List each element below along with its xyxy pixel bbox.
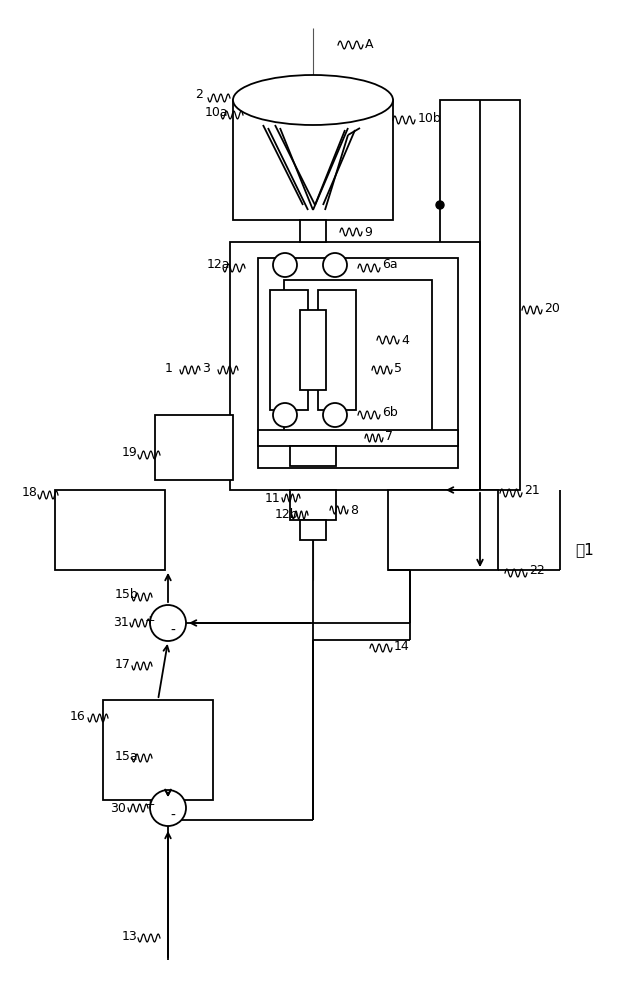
Text: 2: 2 (195, 89, 203, 102)
Bar (318, 290, 356, 410)
Bar (388, 490, 498, 570)
Text: 12b: 12b (275, 508, 299, 522)
Bar (233, 100, 393, 220)
Circle shape (323, 403, 347, 427)
Circle shape (436, 201, 444, 209)
Text: 15b: 15b (115, 588, 139, 601)
Bar (290, 490, 336, 520)
Bar (300, 220, 326, 242)
Text: 4: 4 (401, 334, 409, 347)
Text: 12a: 12a (207, 258, 230, 271)
Text: 図1: 図1 (576, 542, 594, 558)
Text: -: - (170, 809, 175, 823)
Text: 13: 13 (122, 930, 138, 942)
Text: 16: 16 (70, 710, 86, 722)
Text: 3: 3 (202, 361, 210, 374)
Bar (300, 310, 326, 390)
Text: 15a: 15a (115, 750, 138, 762)
Text: 30: 30 (110, 802, 126, 814)
Bar (440, 100, 520, 490)
Text: 18: 18 (22, 487, 38, 499)
Text: 1: 1 (165, 361, 173, 374)
Circle shape (150, 790, 186, 826)
Text: 21: 21 (524, 485, 540, 497)
Text: 8: 8 (350, 504, 358, 516)
Ellipse shape (233, 75, 393, 125)
Text: +: + (145, 613, 155, 626)
Text: +: + (145, 798, 155, 812)
Bar (155, 415, 233, 480)
Text: 7: 7 (385, 430, 393, 442)
Text: 20: 20 (544, 302, 560, 314)
Text: 19: 19 (122, 446, 138, 460)
Text: 11: 11 (265, 491, 280, 504)
Text: 6b: 6b (382, 406, 398, 420)
Bar (103, 700, 213, 800)
Circle shape (323, 253, 347, 277)
Bar (230, 242, 480, 490)
Bar (258, 258, 458, 468)
Text: 10a: 10a (205, 105, 228, 118)
Circle shape (150, 605, 186, 641)
Text: 14: 14 (394, 640, 410, 652)
Text: 6a: 6a (382, 258, 398, 271)
Text: 5: 5 (394, 361, 402, 374)
Text: 17: 17 (115, 658, 131, 670)
Circle shape (273, 253, 297, 277)
Bar (270, 290, 308, 410)
Bar (284, 280, 432, 438)
Bar (258, 430, 458, 446)
Text: 22: 22 (529, 564, 545, 578)
Text: A: A (365, 38, 374, 51)
Circle shape (273, 403, 297, 427)
Text: 10b: 10b (418, 111, 442, 124)
Bar (300, 520, 326, 540)
Text: 9: 9 (364, 226, 372, 238)
Text: 31: 31 (113, 616, 129, 630)
Bar (55, 490, 165, 570)
Text: -: - (170, 624, 175, 638)
Bar (290, 446, 336, 466)
